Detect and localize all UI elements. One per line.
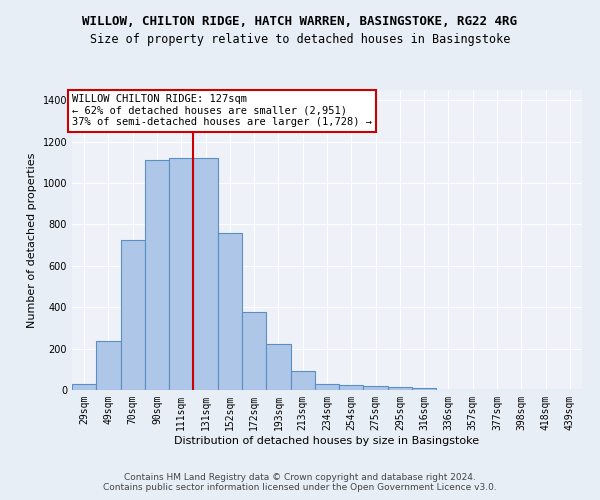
Bar: [121, 240, 145, 390]
Bar: [193, 158, 218, 390]
X-axis label: Distribution of detached houses by size in Basingstoke: Distribution of detached houses by size …: [175, 436, 479, 446]
Text: Contains public sector information licensed under the Open Government Licence v3: Contains public sector information licen…: [103, 484, 497, 492]
Bar: [242, 312, 266, 390]
Bar: [169, 158, 193, 390]
Bar: [96, 342, 121, 390]
Text: Contains HM Land Registry data © Crown copyright and database right 2024.: Contains HM Land Registry data © Crown c…: [124, 474, 476, 482]
Bar: [145, 160, 169, 390]
Text: Size of property relative to detached houses in Basingstoke: Size of property relative to detached ho…: [90, 32, 510, 46]
Bar: [72, 384, 96, 390]
Bar: [315, 384, 339, 390]
Bar: [218, 233, 242, 390]
Text: WILLOW CHILTON RIDGE: 127sqm
← 62% of detached houses are smaller (2,951)
37% of: WILLOW CHILTON RIDGE: 127sqm ← 62% of de…: [72, 94, 372, 128]
Text: WILLOW, CHILTON RIDGE, HATCH WARREN, BASINGSTOKE, RG22 4RG: WILLOW, CHILTON RIDGE, HATCH WARREN, BAS…: [83, 15, 517, 28]
Bar: [339, 385, 364, 390]
Y-axis label: Number of detached properties: Number of detached properties: [27, 152, 37, 328]
Bar: [388, 387, 412, 390]
Bar: [364, 386, 388, 390]
Bar: [290, 372, 315, 390]
Bar: [412, 388, 436, 390]
Bar: [266, 344, 290, 390]
